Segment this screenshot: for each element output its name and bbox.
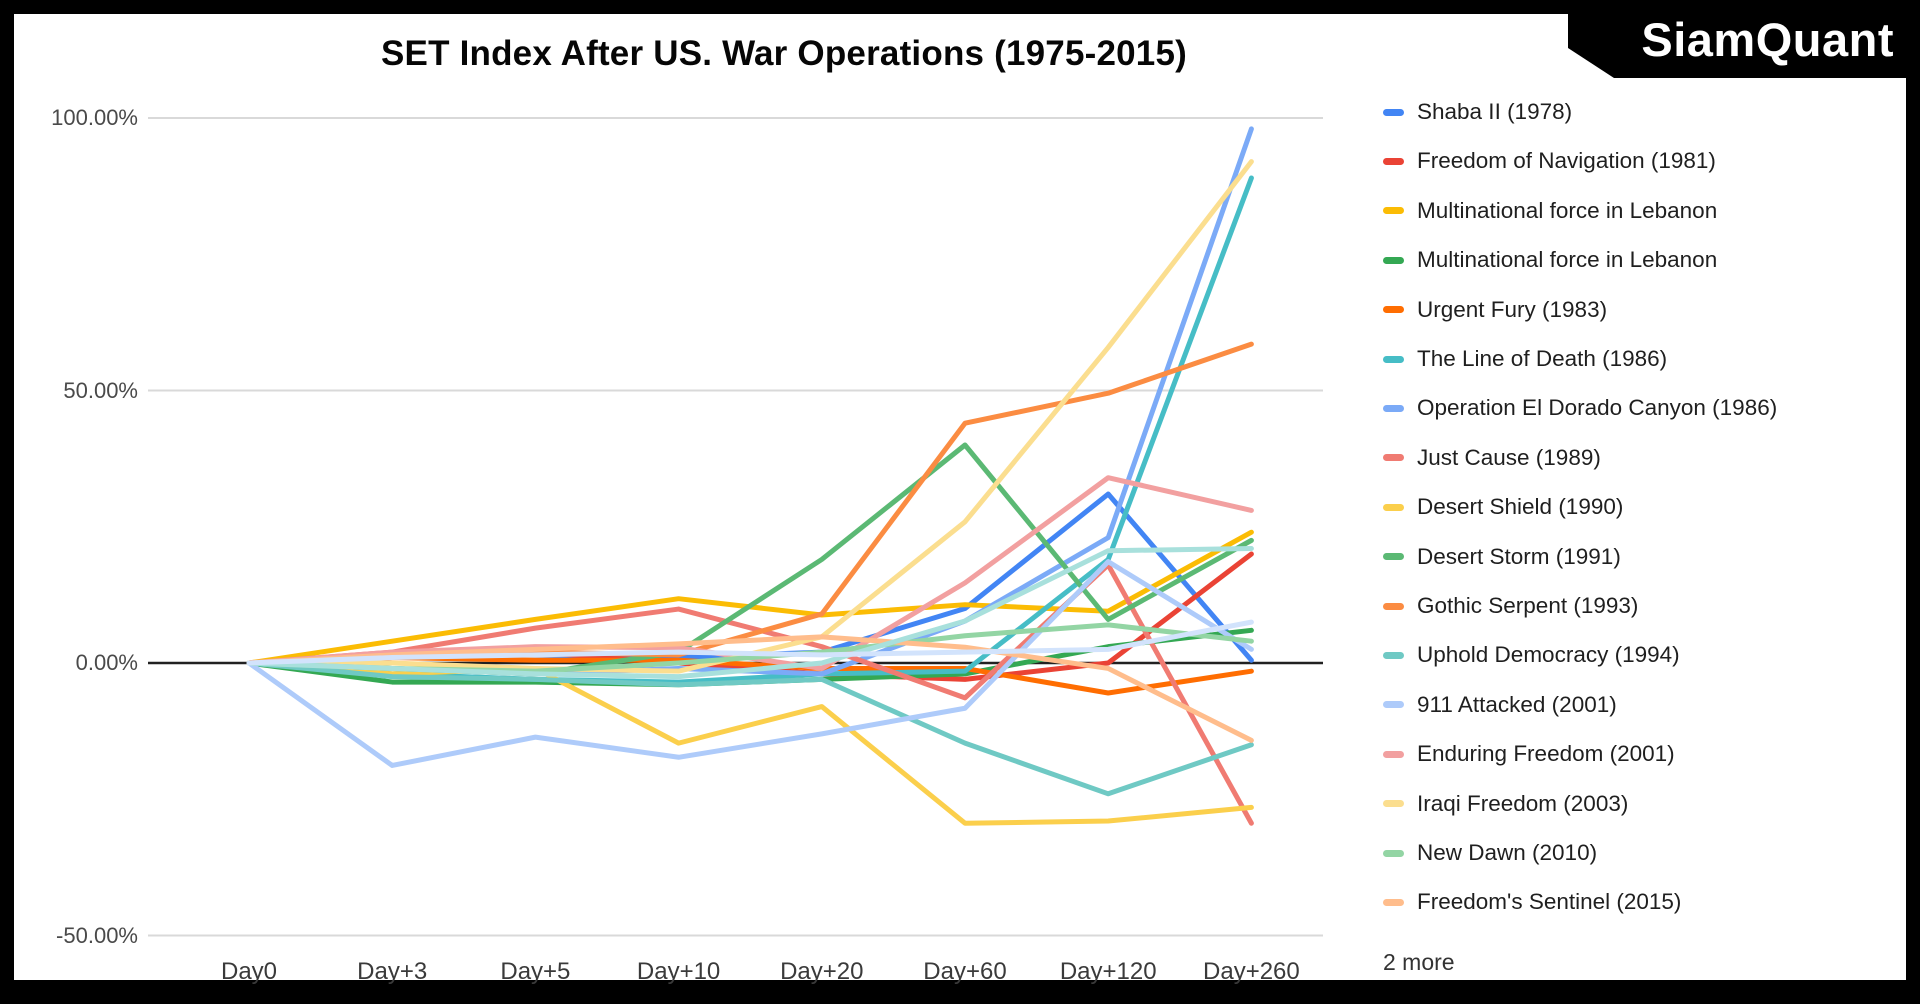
legend-label: New Dawn (2010) [1417, 840, 1598, 865]
series-line-desert-shield-1990[interactable] [246, 660, 1254, 826]
legend-label: Multinational force in Lebanon [1417, 247, 1718, 273]
legend-item[interactable]: 911 Attacked (2001) [1383, 690, 1617, 720]
legend-swatch [1383, 553, 1404, 561]
series-line-911-attacked-2001[interactable] [246, 559, 1254, 768]
legend-swatch [1383, 701, 1404, 709]
legend-swatch [1383, 898, 1404, 906]
x-tick-label: Day+3 [357, 958, 428, 985]
y-tick-label: 50.00% [63, 377, 138, 403]
x-tick-label: Day+120 [1059, 958, 1157, 985]
legend-swatch [1383, 306, 1404, 314]
legend-swatch [1383, 800, 1404, 808]
legend-swatch [1383, 157, 1404, 165]
brand-logo-text: SiamQuant [1641, 12, 1894, 66]
legend-item[interactable]: Enduring Freedom (2001) [1383, 739, 1675, 769]
legend-item[interactable]: Just Cause (1989) [1383, 443, 1601, 473]
series-line-gothic-serpent-1993[interactable] [246, 341, 1254, 666]
legend-label: Freedom of Navigation (1981) [1417, 148, 1716, 174]
legend-item[interactable]: Gothic Serpent (1993) [1383, 591, 1638, 621]
legend-label: 911 Attacked (2001) [1417, 691, 1617, 717]
x-tick-label: Day+60 [923, 958, 1007, 985]
legend-swatch [1383, 108, 1404, 116]
y-tick-label: 100.00% [51, 105, 138, 130]
legend-swatch [1383, 355, 1404, 363]
x-tick-label: Day+260 [1203, 958, 1300, 985]
x-tick-label: Day+20 [780, 958, 864, 985]
legend-item[interactable]: New Dawn (2010) [1383, 838, 1597, 868]
x-tick-label: Day0 [220, 958, 278, 985]
legend-label: Just Cause (1989) [1417, 444, 1601, 470]
series-line-unlabeled-19[interactable] [246, 619, 1254, 666]
legend-item[interactable]: Multinational force in Lebanon [1383, 245, 1717, 275]
legend-item[interactable]: Uphold Democracy (1994) [1383, 640, 1680, 670]
legend-label: Gothic Serpent (1993) [1417, 593, 1639, 618]
legend-label: Multinational force in Lebanon [1417, 197, 1718, 223]
legend-label: Desert Storm (1991) [1417, 543, 1621, 569]
series-line-freedom-s-sentinel-2015[interactable] [246, 634, 1254, 743]
legend-item[interactable]: The Line of Death (1986) [1383, 344, 1667, 374]
legend-item[interactable]: Operation El Dorado Canyon (1986) [1383, 393, 1777, 423]
legend-swatch [1383, 651, 1404, 659]
legend-more[interactable]: 2 more [1383, 948, 1455, 975]
legend-label: Freedom's Sentinel (2015) [1417, 889, 1682, 915]
series-line-unlabeled-18[interactable] [246, 546, 1254, 680]
series-line-iraqi-freedom-2003[interactable] [246, 159, 1254, 674]
legend-swatch [1383, 454, 1404, 462]
legend-swatch [1383, 750, 1404, 758]
legend-label: The Line of Death (1986) [1417, 346, 1668, 371]
legend-label: Desert Shield (1990) [1417, 494, 1624, 520]
legend-label: Iraqi Freedom (2003) [1417, 790, 1629, 816]
legend-swatch [1383, 207, 1404, 215]
y-tick-label: -50.00% [56, 922, 138, 948]
legend-swatch [1383, 849, 1404, 857]
legend-label: Operation El Dorado Canyon (1986) [1417, 395, 1778, 421]
legend-item[interactable]: Desert Storm (1991) [1383, 542, 1621, 572]
legend-label: Urgent Fury (1983) [1417, 296, 1608, 322]
legend-item[interactable]: Freedom of Navigation (1981) [1383, 146, 1716, 176]
legend-label: Enduring Freedom (2001) [1417, 741, 1675, 767]
legend-item[interactable]: Urgent Fury (1983) [1383, 295, 1607, 325]
legend-label: Shaba II (1978) [1417, 99, 1573, 124]
brand-logo: SiamQuant [1568, 0, 1920, 78]
legend-item[interactable]: Iraqi Freedom (2003) [1383, 789, 1628, 819]
series-line-operation-el-dorado-canyon-1986[interactable] [246, 126, 1254, 677]
legend-item[interactable]: Freedom's Sentinel (2015) [1383, 887, 1681, 917]
legend-swatch [1383, 602, 1404, 610]
legend-item[interactable]: Shaba II (1978) [1383, 97, 1572, 127]
x-tick-label: Day+5 [500, 958, 571, 985]
series-line-uphold-democracy-1994[interactable] [246, 660, 1254, 797]
chart-title: SET Index After US. War Operations (1975… [380, 34, 1187, 73]
legend-item[interactable]: Desert Shield (1990) [1383, 492, 1623, 522]
legend-swatch [1383, 404, 1404, 412]
x-tick-label: Day+10 [636, 958, 721, 985]
y-tick-label: 0.00% [75, 650, 138, 675]
legend-swatch [1383, 503, 1404, 511]
legend-item[interactable]: Multinational force in Lebanon [1383, 196, 1717, 226]
legend-label: Uphold Democracy (1994) [1417, 642, 1680, 668]
legend-swatch [1383, 256, 1404, 264]
